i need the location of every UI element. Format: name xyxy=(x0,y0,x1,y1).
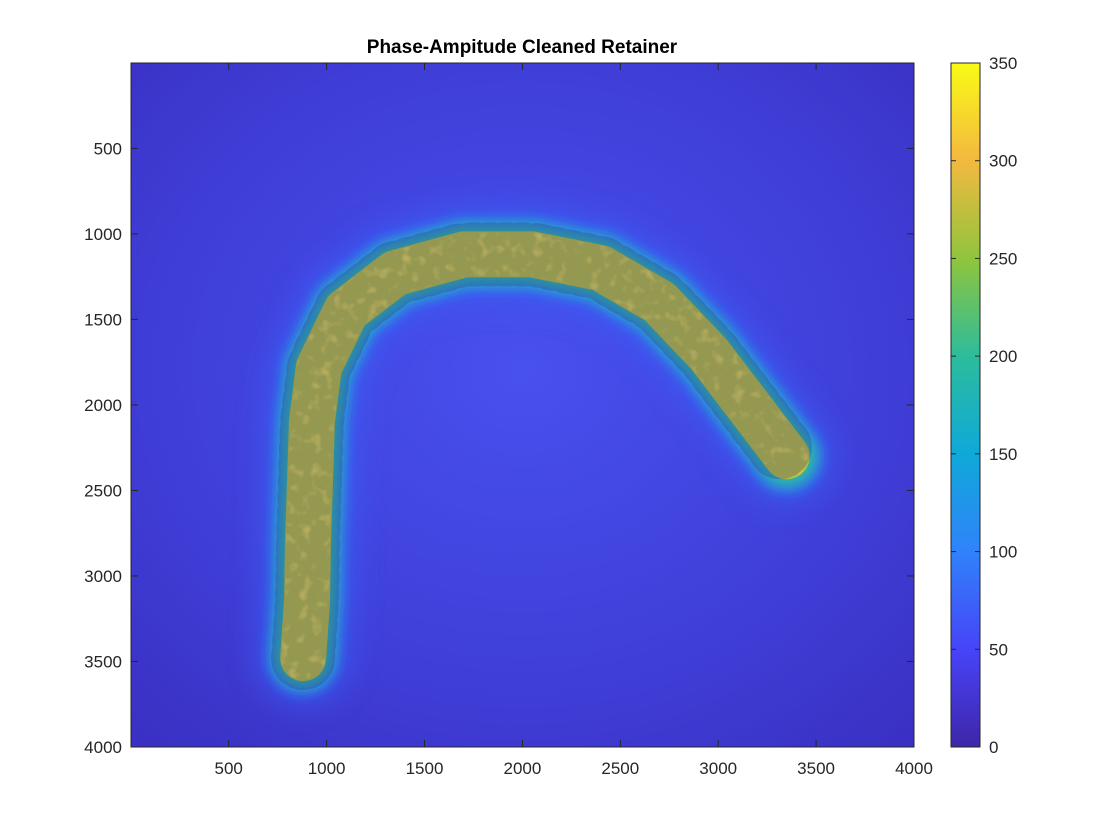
colorbar-tick-label: 50 xyxy=(989,640,1008,659)
y-axis: 500 1000 1500 2000 2500 3000 3500 4000 xyxy=(84,139,914,757)
heatmap-plot-area xyxy=(131,63,914,747)
colorbar-tick-label: 0 xyxy=(989,738,998,757)
chart-title: Phase-Ampitude Cleaned Retainer xyxy=(367,37,678,58)
y-tick-label: 3000 xyxy=(84,567,122,586)
x-tick-label: 4000 xyxy=(895,759,933,778)
x-tick-label: 2500 xyxy=(601,759,639,778)
colorbar-tick-label: 350 xyxy=(989,54,1017,73)
y-tick-label: 500 xyxy=(94,139,122,158)
colorbar-tick-label: 100 xyxy=(989,543,1017,562)
retainer-image xyxy=(255,206,835,707)
colorbar-tick-label: 200 xyxy=(989,347,1017,366)
x-tick-label: 1000 xyxy=(308,759,346,778)
y-tick-label: 3500 xyxy=(84,652,122,671)
x-tick-label: 2000 xyxy=(503,759,541,778)
y-tick-label: 1500 xyxy=(84,310,122,329)
x-axis: 500 1000 1500 2000 2500 3000 3500 4000 xyxy=(215,63,933,778)
y-tick-label: 2500 xyxy=(84,481,122,500)
colorbar-tick-label: 250 xyxy=(989,249,1017,268)
x-tick-label: 500 xyxy=(215,759,243,778)
colorbar-gradient xyxy=(950,62,981,748)
colorbar-ticks: 0 50 100 150 200 250 300 350 xyxy=(951,54,1017,757)
retainer-outline-texture xyxy=(271,222,819,691)
y-tick-label: 2000 xyxy=(84,396,122,415)
x-tick-label: 1500 xyxy=(406,759,444,778)
y-tick-label: 1000 xyxy=(84,225,122,244)
x-tick-label: 3000 xyxy=(699,759,737,778)
colorbar-tick-label: 150 xyxy=(989,445,1017,464)
x-tick-label: 3500 xyxy=(797,759,835,778)
y-tick-label: 4000 xyxy=(84,738,122,757)
retainer-bright-speckle xyxy=(281,232,809,681)
colorbar: 0 50 100 150 200 250 300 350 xyxy=(950,54,1017,757)
colorbar-tick-label: 300 xyxy=(989,152,1017,171)
